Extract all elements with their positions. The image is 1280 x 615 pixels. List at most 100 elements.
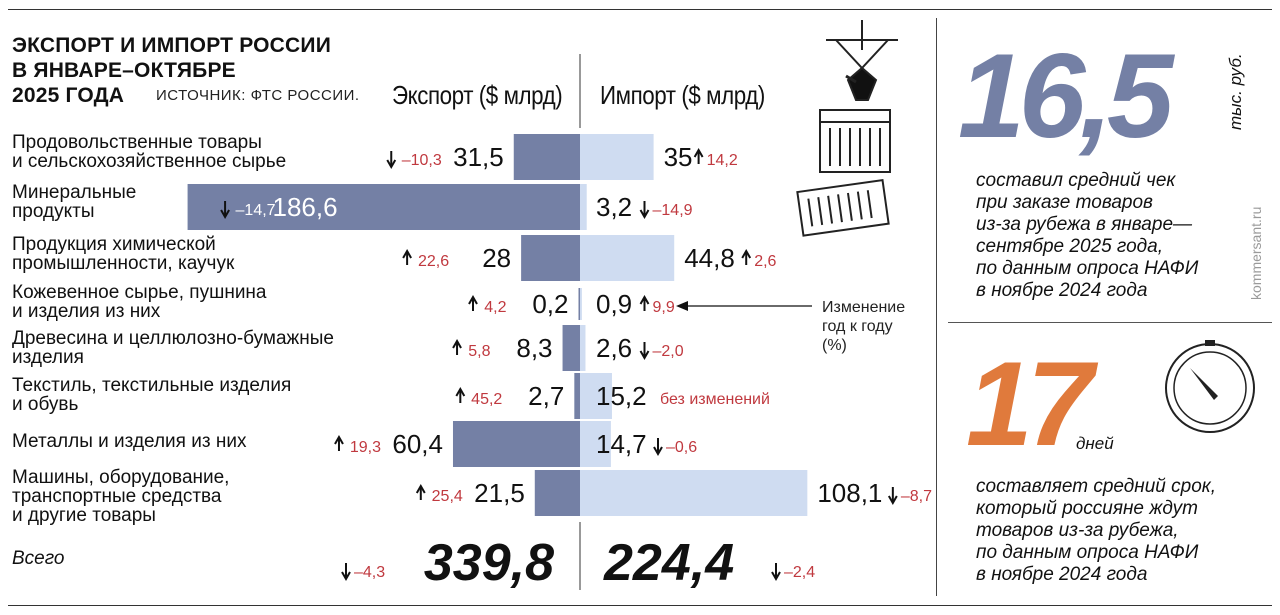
export-value-label: 2,7 — [528, 381, 564, 411]
title-line-1: ЭКСПОРТ И ИМПОРТ РОССИИ — [12, 34, 331, 57]
category-label: Машины, оборудование, — [12, 467, 229, 488]
category-label: Минеральные — [12, 182, 136, 203]
import-change-label: –14,9 — [653, 202, 693, 219]
import-value-label: 3,2 — [596, 192, 632, 222]
export-bar — [534, 470, 580, 516]
change-arrow-icon — [741, 248, 752, 265]
export-bar — [513, 134, 580, 180]
change-arrow-icon — [452, 338, 462, 355]
change-arrow-icon — [468, 294, 478, 311]
stat-number-avg-check: 16,5 — [958, 29, 1174, 163]
category-label: Кожевенное сырье, пушнина — [12, 282, 267, 303]
annotation-label: год к году — [822, 318, 893, 335]
export-change-label: 4,2 — [484, 299, 506, 316]
category-label: и обувь — [12, 394, 79, 415]
title-line-2: В ЯНВАРЕ–ОКТЯБРЕ — [12, 59, 236, 82]
change-arrow-icon — [693, 147, 704, 164]
export-value-label: 186,6 — [273, 192, 338, 222]
export-value-label: 8,3 — [516, 333, 552, 363]
stat1-line: сентябре 2025 года, — [976, 236, 1164, 257]
change-arrow-icon — [771, 563, 781, 582]
export-change-label: 45,2 — [471, 391, 502, 408]
import-bar — [580, 470, 808, 516]
total-label: Всего — [12, 548, 64, 569]
import-change-label: –0,6 — [666, 439, 697, 456]
category-label: и сельскохозяйственное сырье — [12, 151, 286, 172]
import-bar — [580, 325, 586, 371]
stat2-line: товаров из-за рубежа, — [976, 520, 1179, 541]
total-import-change: –2,4 — [784, 564, 815, 581]
stat1-line: в ноябре 2024 года — [976, 280, 1148, 301]
category-label: продукты — [12, 201, 94, 222]
total-export-value: 339,8 — [424, 534, 554, 592]
category-label: Продовольственные товары — [12, 132, 262, 153]
panel-divider — [936, 18, 937, 596]
change-arrow-icon — [334, 434, 344, 451]
import-value-label: 44,8 — [684, 243, 735, 273]
change-arrow-icon — [341, 563, 351, 582]
export-bar — [574, 373, 580, 419]
import-value-label: 14,7 — [596, 429, 647, 459]
change-arrow-icon — [639, 342, 650, 361]
category-label: и другие товары — [12, 505, 156, 526]
annotation-arrow — [676, 301, 812, 311]
stat-text-avg-check: составил средний чек при заказе товаров … — [976, 170, 1198, 302]
total-import-value: 224,4 — [603, 534, 734, 592]
import-value-label: 15,2 — [596, 381, 647, 411]
annotation-label: Изменение — [822, 299, 905, 316]
stopwatch-icon — [1165, 340, 1255, 433]
stat1-line: из-за рубежа в январе— — [976, 214, 1193, 235]
category-label: Металлы и изделия из них — [12, 431, 247, 452]
change-arrow-icon — [887, 487, 898, 506]
import-value-label: 108,1 — [817, 478, 882, 508]
stat2-line: в ноябре 2024 года — [976, 564, 1148, 585]
stat1-line: составил средний чек — [976, 170, 1176, 191]
import-change-label: 2,6 — [754, 253, 776, 270]
annotation-label: (%) — [822, 337, 847, 354]
export-change-label: 25,4 — [432, 488, 463, 505]
export-bar — [578, 288, 580, 320]
import-value-label: 0,9 — [596, 289, 632, 319]
change-arrow-icon — [415, 483, 426, 500]
stat1-line: по данным опроса НАФИ — [976, 258, 1199, 279]
stat2-line: по данным опроса НАФИ — [976, 542, 1199, 563]
import-change-label: 9,9 — [653, 299, 675, 316]
category-label: Текстиль, текстильные изделия — [12, 375, 291, 396]
category-label: промышленности, каучук — [12, 253, 235, 274]
change-arrow-icon — [220, 201, 230, 220]
import-bar — [580, 288, 582, 320]
category-label: транспортные средства — [12, 486, 222, 507]
export-change-label: –14,7 — [236, 202, 276, 219]
export-bar — [187, 184, 580, 230]
stat-number-days: 17 — [966, 337, 1094, 471]
category-label: Древесина и целлюлозно-бумажные — [12, 328, 334, 349]
cargo-container-icon — [796, 178, 890, 237]
export-value-label: 0,2 — [532, 289, 568, 319]
import-bar — [580, 184, 587, 230]
import-change-label: –8,7 — [901, 488, 932, 505]
chart-title: ЭКСПОРТ И ИМПОРТ РОССИИ В ЯНВАРЕ–ОКТЯБРЕ… — [12, 33, 331, 108]
export-change-label: –10,3 — [402, 152, 442, 169]
top-rule — [8, 9, 1272, 10]
export-header: Экспорт ($ млрд) — [392, 80, 563, 110]
import-value-label: 35 — [664, 142, 693, 172]
export-value-label: 21,5 — [474, 478, 525, 508]
export-change-label: 5,8 — [468, 343, 490, 360]
import-header: Импорт ($ млрд) — [600, 80, 765, 110]
export-bar — [452, 421, 580, 467]
change-arrow-icon — [639, 201, 650, 220]
stat-text-days: составляет средний срок, который россиян… — [976, 476, 1216, 586]
change-arrow-icon — [639, 294, 650, 311]
import-change-label: 14,2 — [707, 152, 738, 169]
import-bar — [580, 373, 612, 419]
bottom-rule — [8, 605, 1272, 606]
import-bar — [580, 235, 675, 281]
import-change-label: без изменений — [660, 391, 770, 408]
source-note: ИСТОЧНИК: ФТС РОССИИ. — [156, 87, 360, 104]
export-value-label: 60,4 — [392, 429, 443, 459]
change-arrow-icon — [455, 386, 466, 403]
import-bar — [580, 134, 654, 180]
change-arrow-icon — [653, 438, 663, 457]
stats-divider — [948, 322, 1272, 323]
export-value-label: 31,5 — [453, 142, 504, 172]
